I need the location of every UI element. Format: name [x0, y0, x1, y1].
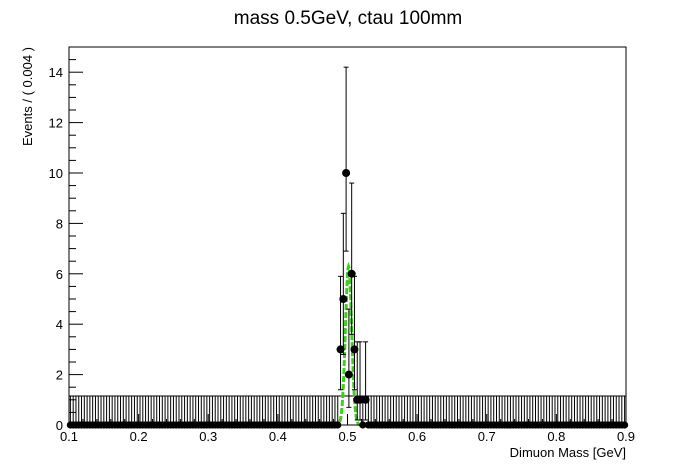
x-tick-label: 0.6 — [408, 429, 426, 444]
data-point — [344, 370, 353, 379]
y-tick-label: 10 — [49, 166, 63, 181]
x-tick-label: 0.3 — [199, 429, 217, 444]
data-point — [342, 169, 351, 177]
data-point — [350, 345, 359, 354]
x-tick-label: 0.7 — [478, 429, 496, 444]
x-tick-label: 0.1 — [60, 429, 78, 444]
x-tick-label: 0.5 — [338, 429, 356, 444]
y-tick-label: 2 — [56, 368, 63, 383]
x-axis: 0.1 0.2 0.3 0.4 0.5 0.6 0.7 0.8 0.9 — [60, 414, 635, 444]
y-axis-label: Events / ( 0.004 ) — [20, 47, 35, 146]
data-point — [339, 295, 348, 303]
data-point — [336, 345, 345, 354]
data-point — [356, 395, 365, 404]
x-axis-label: Dimuon Mass [GeV] — [510, 445, 626, 460]
y-tick-label: 4 — [56, 317, 63, 332]
y-axis: 0 2 4 6 8 10 12 14 — [49, 46, 83, 433]
error-band — [69, 395, 626, 425]
y-tick-label: 8 — [56, 216, 63, 231]
y-tick-label: 6 — [56, 267, 63, 282]
data-point — [361, 395, 370, 404]
x-tick-label: 0.9 — [617, 429, 635, 444]
y-tick-label: 0 — [56, 418, 63, 433]
x-tick-label: 0.8 — [547, 429, 565, 444]
y-tick-label: 12 — [49, 116, 63, 131]
x-tick-label: 0.2 — [130, 429, 148, 444]
x-tick-label: 0.4 — [269, 429, 287, 444]
y-tick-label: 14 — [49, 65, 63, 80]
data-point — [347, 269, 356, 278]
chart-title: mass 0.5GeV, ctau 100mm — [234, 8, 462, 29]
